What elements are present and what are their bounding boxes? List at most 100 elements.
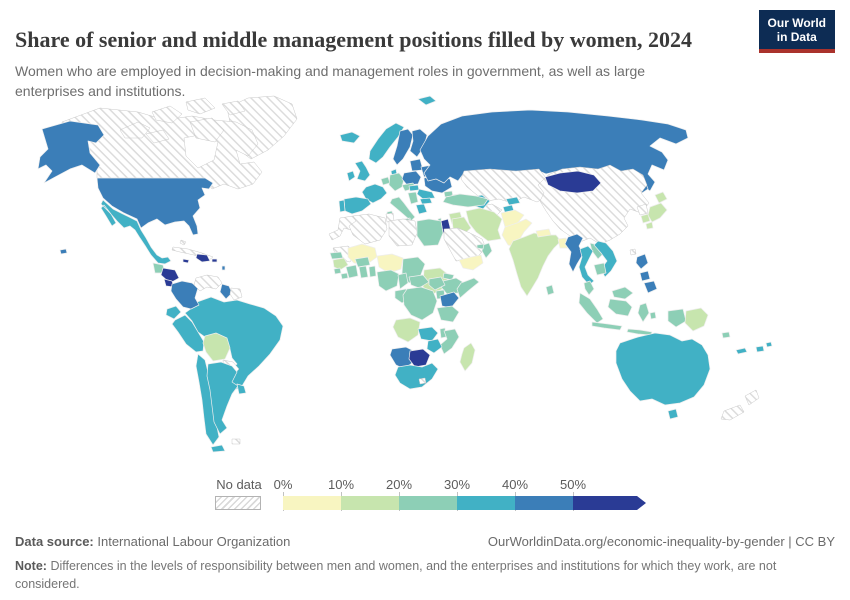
country-uruguay[interactable] — [236, 383, 247, 395]
country-hungary-slovakia[interactable] — [408, 184, 420, 192]
country-mozambique[interactable] — [439, 328, 460, 355]
country-iceland[interactable] — [339, 131, 361, 144]
country-mongolia[interactable] — [544, 170, 602, 194]
country-suriname[interactable] — [229, 287, 243, 301]
country-finland[interactable] — [409, 128, 428, 158]
country-kazakhstan[interactable] — [460, 168, 549, 204]
country-germany[interactable] — [388, 172, 405, 192]
legend-bucket-10-20[interactable] — [341, 496, 399, 510]
country-argentina[interactable] — [210, 444, 226, 453]
country-turkey[interactable] — [442, 193, 489, 208]
country-solomon-islands[interactable] — [721, 331, 731, 339]
country-indonesia[interactable] — [591, 321, 623, 331]
country-south-sudan[interactable] — [428, 276, 446, 291]
country-oman[interactable] — [481, 242, 493, 259]
country-bolivia[interactable] — [202, 332, 231, 362]
country-united-arab-emirates[interactable] — [476, 243, 485, 250]
country-falkland-islands[interactable] — [231, 438, 241, 445]
country-kyrgyzstan[interactable] — [505, 196, 521, 206]
country-pakistan[interactable] — [501, 218, 533, 249]
country-puerto-rico[interactable] — [211, 258, 218, 263]
country-poland[interactable] — [401, 170, 422, 186]
country-kenya[interactable] — [439, 291, 460, 309]
country-dominican-republic[interactable] — [195, 253, 211, 263]
country-senegal[interactable] — [329, 251, 344, 260]
country-united-kingdom[interactable] — [354, 160, 371, 182]
country-sierra-leone[interactable] — [333, 267, 342, 275]
country-fiji[interactable] — [755, 341, 773, 353]
legend-bucket-20-30[interactable] — [399, 496, 457, 510]
country-bahamas[interactable] — [179, 239, 187, 246]
country-malaysia[interactable] — [583, 280, 595, 296]
country-zimbabwe[interactable] — [426, 338, 443, 354]
country-india[interactable] — [508, 232, 562, 297]
country-somalia[interactable] — [456, 277, 480, 299]
country-egypt[interactable] — [416, 218, 444, 247]
country-cameroon[interactable] — [397, 272, 409, 290]
country-honduras-nicaragua-el-salvador[interactable] — [160, 267, 180, 284]
country-spain[interactable] — [343, 196, 372, 215]
country-portugal[interactable] — [338, 199, 346, 213]
country-indonesia[interactable] — [637, 302, 650, 323]
owid-url-link[interactable]: OurWorldinData.org/economic-inequality-b… — [487, 534, 835, 549]
country-botswana[interactable] — [408, 348, 431, 368]
country-nepal[interactable] — [535, 228, 552, 238]
country-thailand[interactable] — [578, 245, 595, 286]
country-indonesia[interactable] — [607, 298, 633, 317]
country-jamaica[interactable] — [182, 258, 190, 264]
country-indonesia[interactable] — [578, 292, 604, 324]
country-myanmar[interactable] — [564, 233, 584, 273]
country-angola[interactable] — [392, 317, 421, 343]
country-australia[interactable] — [615, 332, 711, 406]
country-baltic-states[interactable] — [409, 158, 424, 172]
country-benelux[interactable] — [380, 176, 391, 186]
country-canada[interactable] — [119, 97, 246, 144]
country-venezuela[interactable] — [193, 274, 223, 292]
country-ireland[interactable] — [346, 170, 356, 182]
country-philippines[interactable] — [635, 253, 658, 294]
country-drc[interactable] — [402, 286, 438, 321]
country-peru[interactable] — [171, 314, 205, 353]
legend-bucket-0-10[interactable] — [283, 496, 341, 510]
country-guyana[interactable] — [219, 283, 233, 300]
country-algeria[interactable] — [348, 213, 388, 245]
country-united-states[interactable] — [59, 248, 68, 255]
country-yemen[interactable] — [458, 254, 484, 271]
owid-logo[interactable]: Our World in Data — [758, 10, 835, 53]
country-guinea[interactable] — [332, 257, 349, 271]
country-afghanistan[interactable] — [500, 209, 525, 228]
country-new-caledonia[interactable] — [735, 347, 748, 355]
country-tanzania[interactable] — [436, 305, 460, 323]
country-japan[interactable] — [645, 191, 668, 230]
country-norway[interactable] — [417, 95, 437, 106]
country-vietnam[interactable] — [593, 240, 618, 278]
country-north-korea[interactable] — [636, 203, 649, 216]
country-papua-new-guinea[interactable] — [684, 307, 709, 332]
country-united-states[interactable] — [96, 177, 214, 236]
country-new-zealand[interactable] — [720, 389, 760, 421]
country-malaysia[interactable] — [611, 286, 634, 300]
country-lesser-antilles[interactable] — [221, 265, 226, 271]
country-ghana[interactable] — [358, 265, 369, 279]
country-liberia[interactable] — [340, 272, 349, 280]
country-france[interactable] — [361, 183, 388, 204]
country-cambodia[interactable] — [593, 262, 607, 276]
country-south-africa[interactable] — [394, 362, 439, 390]
legend-bucket-50-plus[interactable] — [573, 496, 631, 510]
country-madagascar[interactable] — [459, 342, 476, 372]
legend-bucket-30-40[interactable] — [457, 496, 515, 510]
country-west-papua[interactable] — [667, 308, 687, 328]
country-zambia[interactable] — [417, 326, 439, 342]
country-niger[interactable] — [376, 253, 404, 274]
legend-bucket-40-50[interactable] — [515, 496, 573, 510]
country-burkina-faso[interactable] — [354, 256, 371, 268]
no-data-swatch[interactable] — [215, 496, 261, 510]
country-mexico[interactable] — [100, 199, 172, 265]
country-cote-divoire[interactable] — [345, 264, 359, 279]
country-central-african-republic[interactable] — [408, 274, 430, 289]
country-nigeria[interactable] — [376, 269, 400, 292]
country-sri-lanka[interactable] — [545, 284, 555, 296]
country-lesotho[interactable] — [418, 377, 427, 385]
country-argentina[interactable] — [206, 361, 239, 435]
country-taiwan[interactable] — [629, 248, 637, 256]
